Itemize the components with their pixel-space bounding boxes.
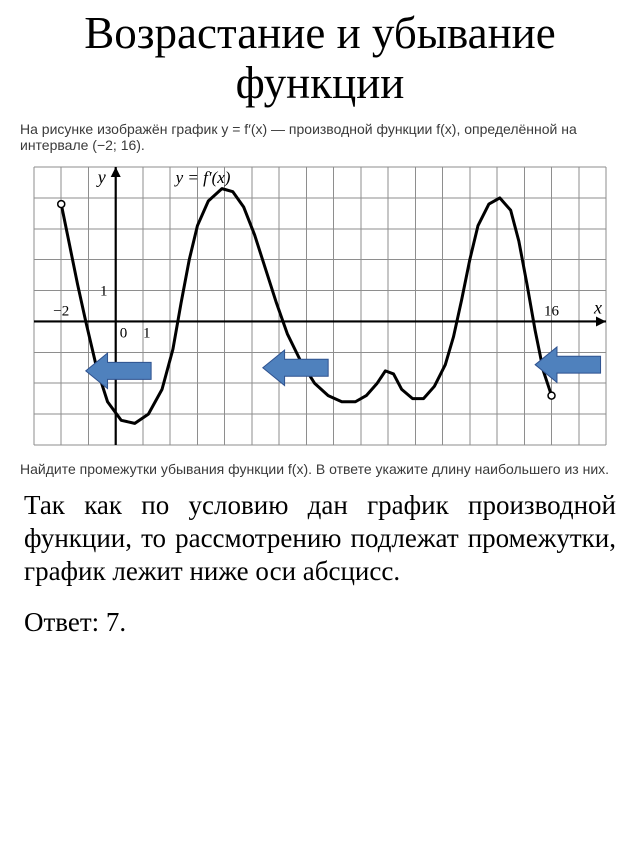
problem-text: На рисунке изображён график y = f′(x) — … (20, 121, 620, 153)
chart-axes (34, 167, 606, 445)
origin-label: 0 (120, 325, 128, 341)
x-axis-label: x (593, 297, 602, 317)
answer-text: Ответ: 7. (24, 606, 616, 639)
chart-grid (34, 167, 606, 445)
explanation-text: Так как по условию дан график производно… (24, 489, 616, 588)
annotation-arrow-icon (263, 350, 328, 386)
open-endpoint (58, 200, 65, 207)
xtick-1: 1 (143, 325, 151, 341)
page-title: Возрастание и убывание функции (20, 8, 620, 109)
chart-container: yxy = f′(x)01−2161 (20, 161, 620, 451)
y-axis-label: y (96, 167, 106, 187)
curve-label: y = f′(x) (174, 168, 231, 187)
derivative-chart: yxy = f′(x)01−2161 (20, 161, 620, 451)
xtick-label: 16 (544, 303, 560, 319)
open-endpoint (548, 392, 555, 399)
question-text: Найдите промежутки убывания функции f(x)… (20, 461, 620, 477)
ytick-label: 1 (100, 283, 108, 299)
xtick-label: −2 (53, 303, 69, 319)
